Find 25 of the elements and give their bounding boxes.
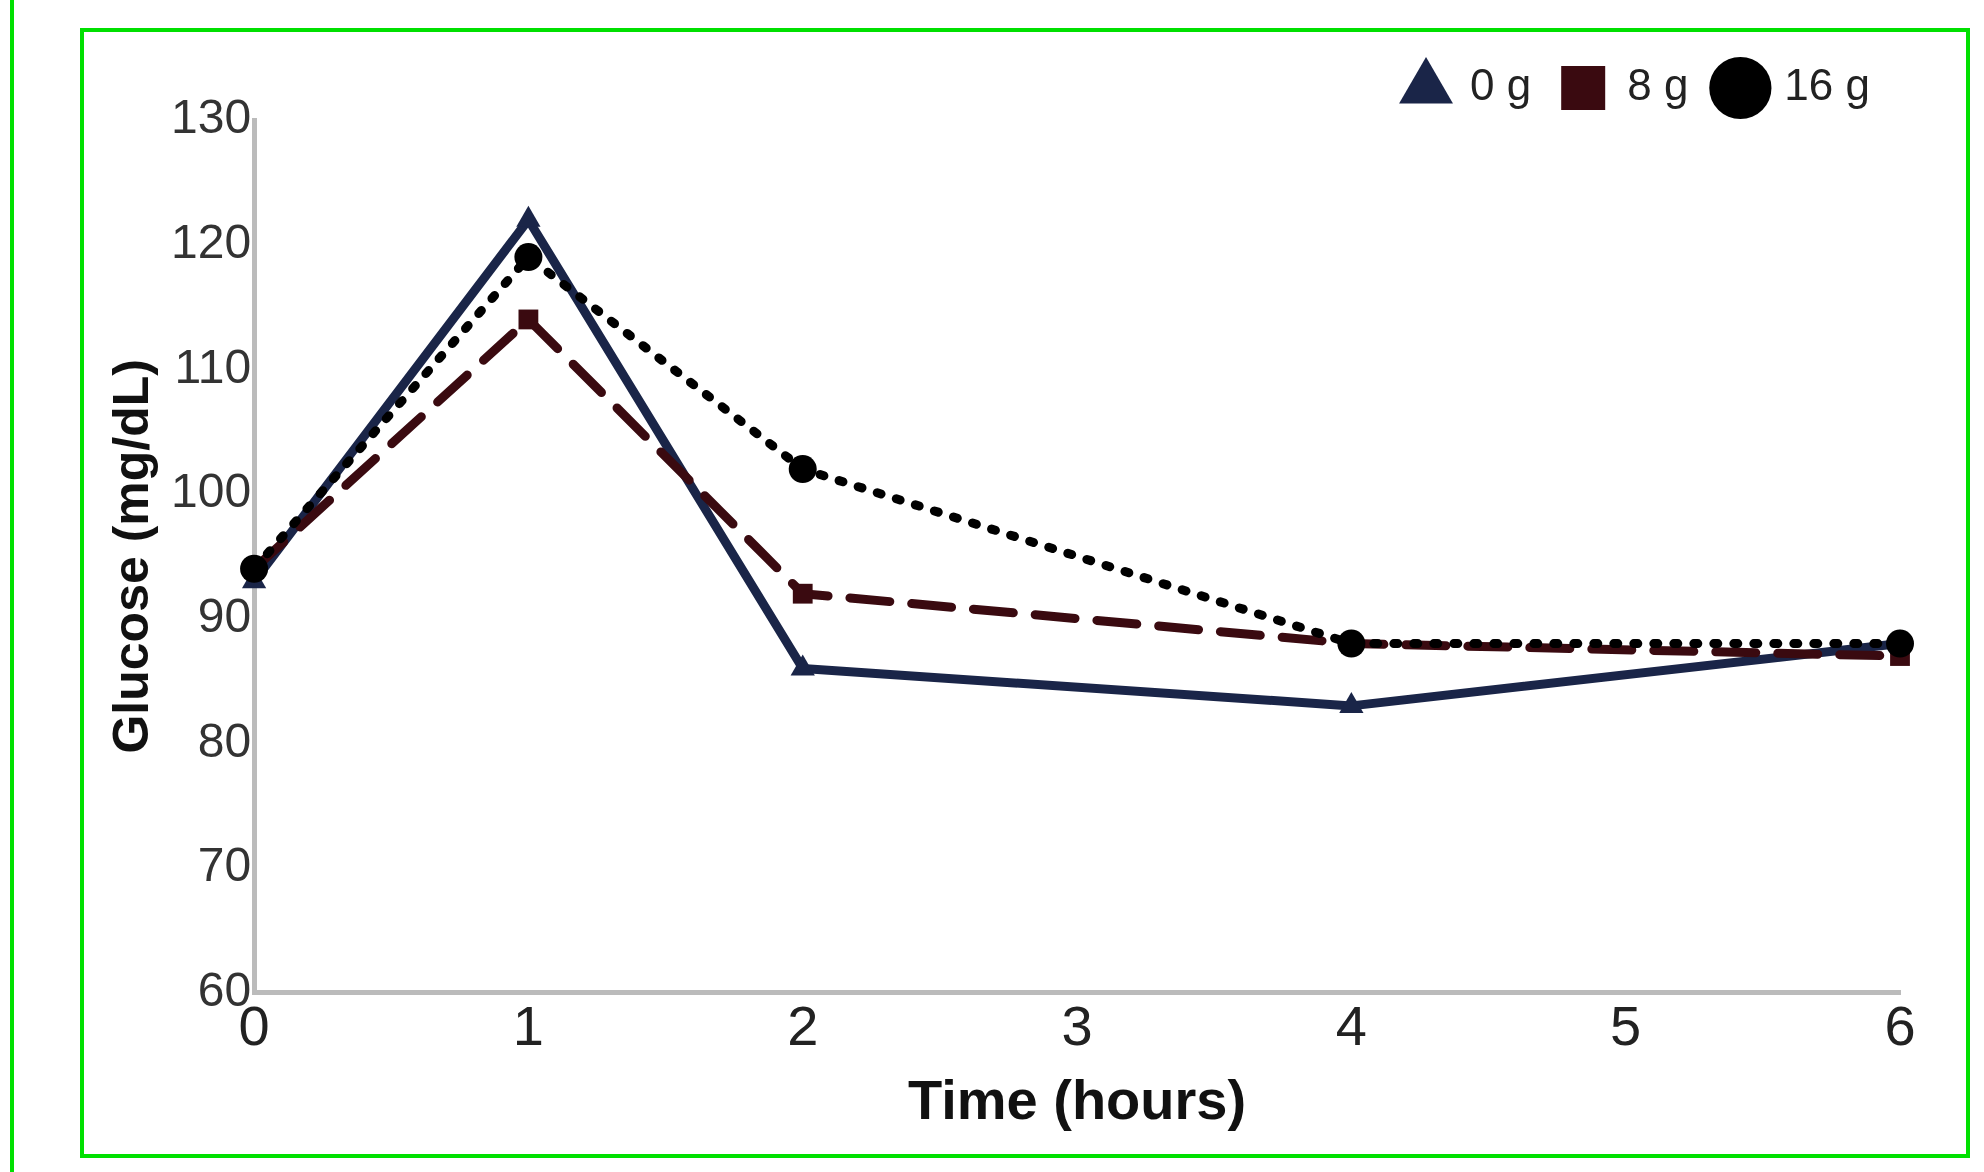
y-tick-label: 100 (170, 464, 252, 518)
x-tick-label: 2 (787, 993, 819, 1057)
y-tick-label: 120 (170, 214, 252, 268)
x-tick-label: 5 (1610, 993, 1642, 1057)
point (1337, 629, 1366, 658)
x-tick-label: 6 (1884, 993, 1916, 1057)
y-tick-label: 110 (174, 339, 252, 393)
x-tick-label: 3 (1061, 993, 1093, 1057)
y-tick-label: 130 (170, 90, 252, 144)
legend-label: 16 g (1784, 60, 1870, 110)
x-tick-label: 4 (1335, 993, 1367, 1057)
point (792, 583, 813, 604)
y-axis-title: Glucose (mg/dL) (102, 359, 159, 754)
legend-label: 8 g (1627, 60, 1689, 110)
legend-label: 0 g (1470, 60, 1532, 110)
y-tick-label: 70 (197, 838, 252, 892)
y-tick-label: 80 (197, 713, 252, 767)
y-tick-label: 90 (197, 588, 252, 642)
x-tick-label: 1 (512, 993, 544, 1057)
point (514, 243, 543, 272)
point (1886, 629, 1914, 658)
point (788, 455, 817, 484)
point (518, 309, 539, 330)
x-axis-title: Time (hours) (907, 1067, 1247, 1131)
point (240, 554, 269, 583)
